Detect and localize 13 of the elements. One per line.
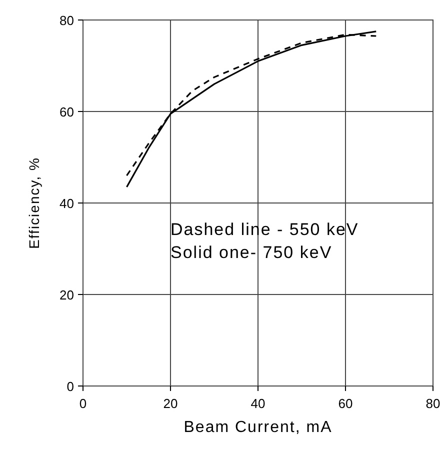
x-tick-label: 40 — [250, 396, 266, 411]
y-tick-label: 40 — [60, 196, 74, 211]
annotation: Solid one- 750 keV — [170, 243, 332, 262]
y-tick-label: 0 — [66, 379, 74, 394]
y-axis-title: Efficiency, % — [26, 157, 42, 249]
x-tick-label: 80 — [426, 396, 440, 411]
y-tick-label: 60 — [60, 104, 74, 120]
x-axis-title: Beam Current, mA — [184, 419, 332, 436]
x-tick-label: 60 — [338, 396, 353, 411]
x-tick-label: 20 — [163, 396, 178, 411]
y-tick-label: 20 — [60, 288, 74, 302]
y-tick-label: 80 — [60, 13, 74, 28]
x-tick-label: 0 — [79, 396, 87, 411]
